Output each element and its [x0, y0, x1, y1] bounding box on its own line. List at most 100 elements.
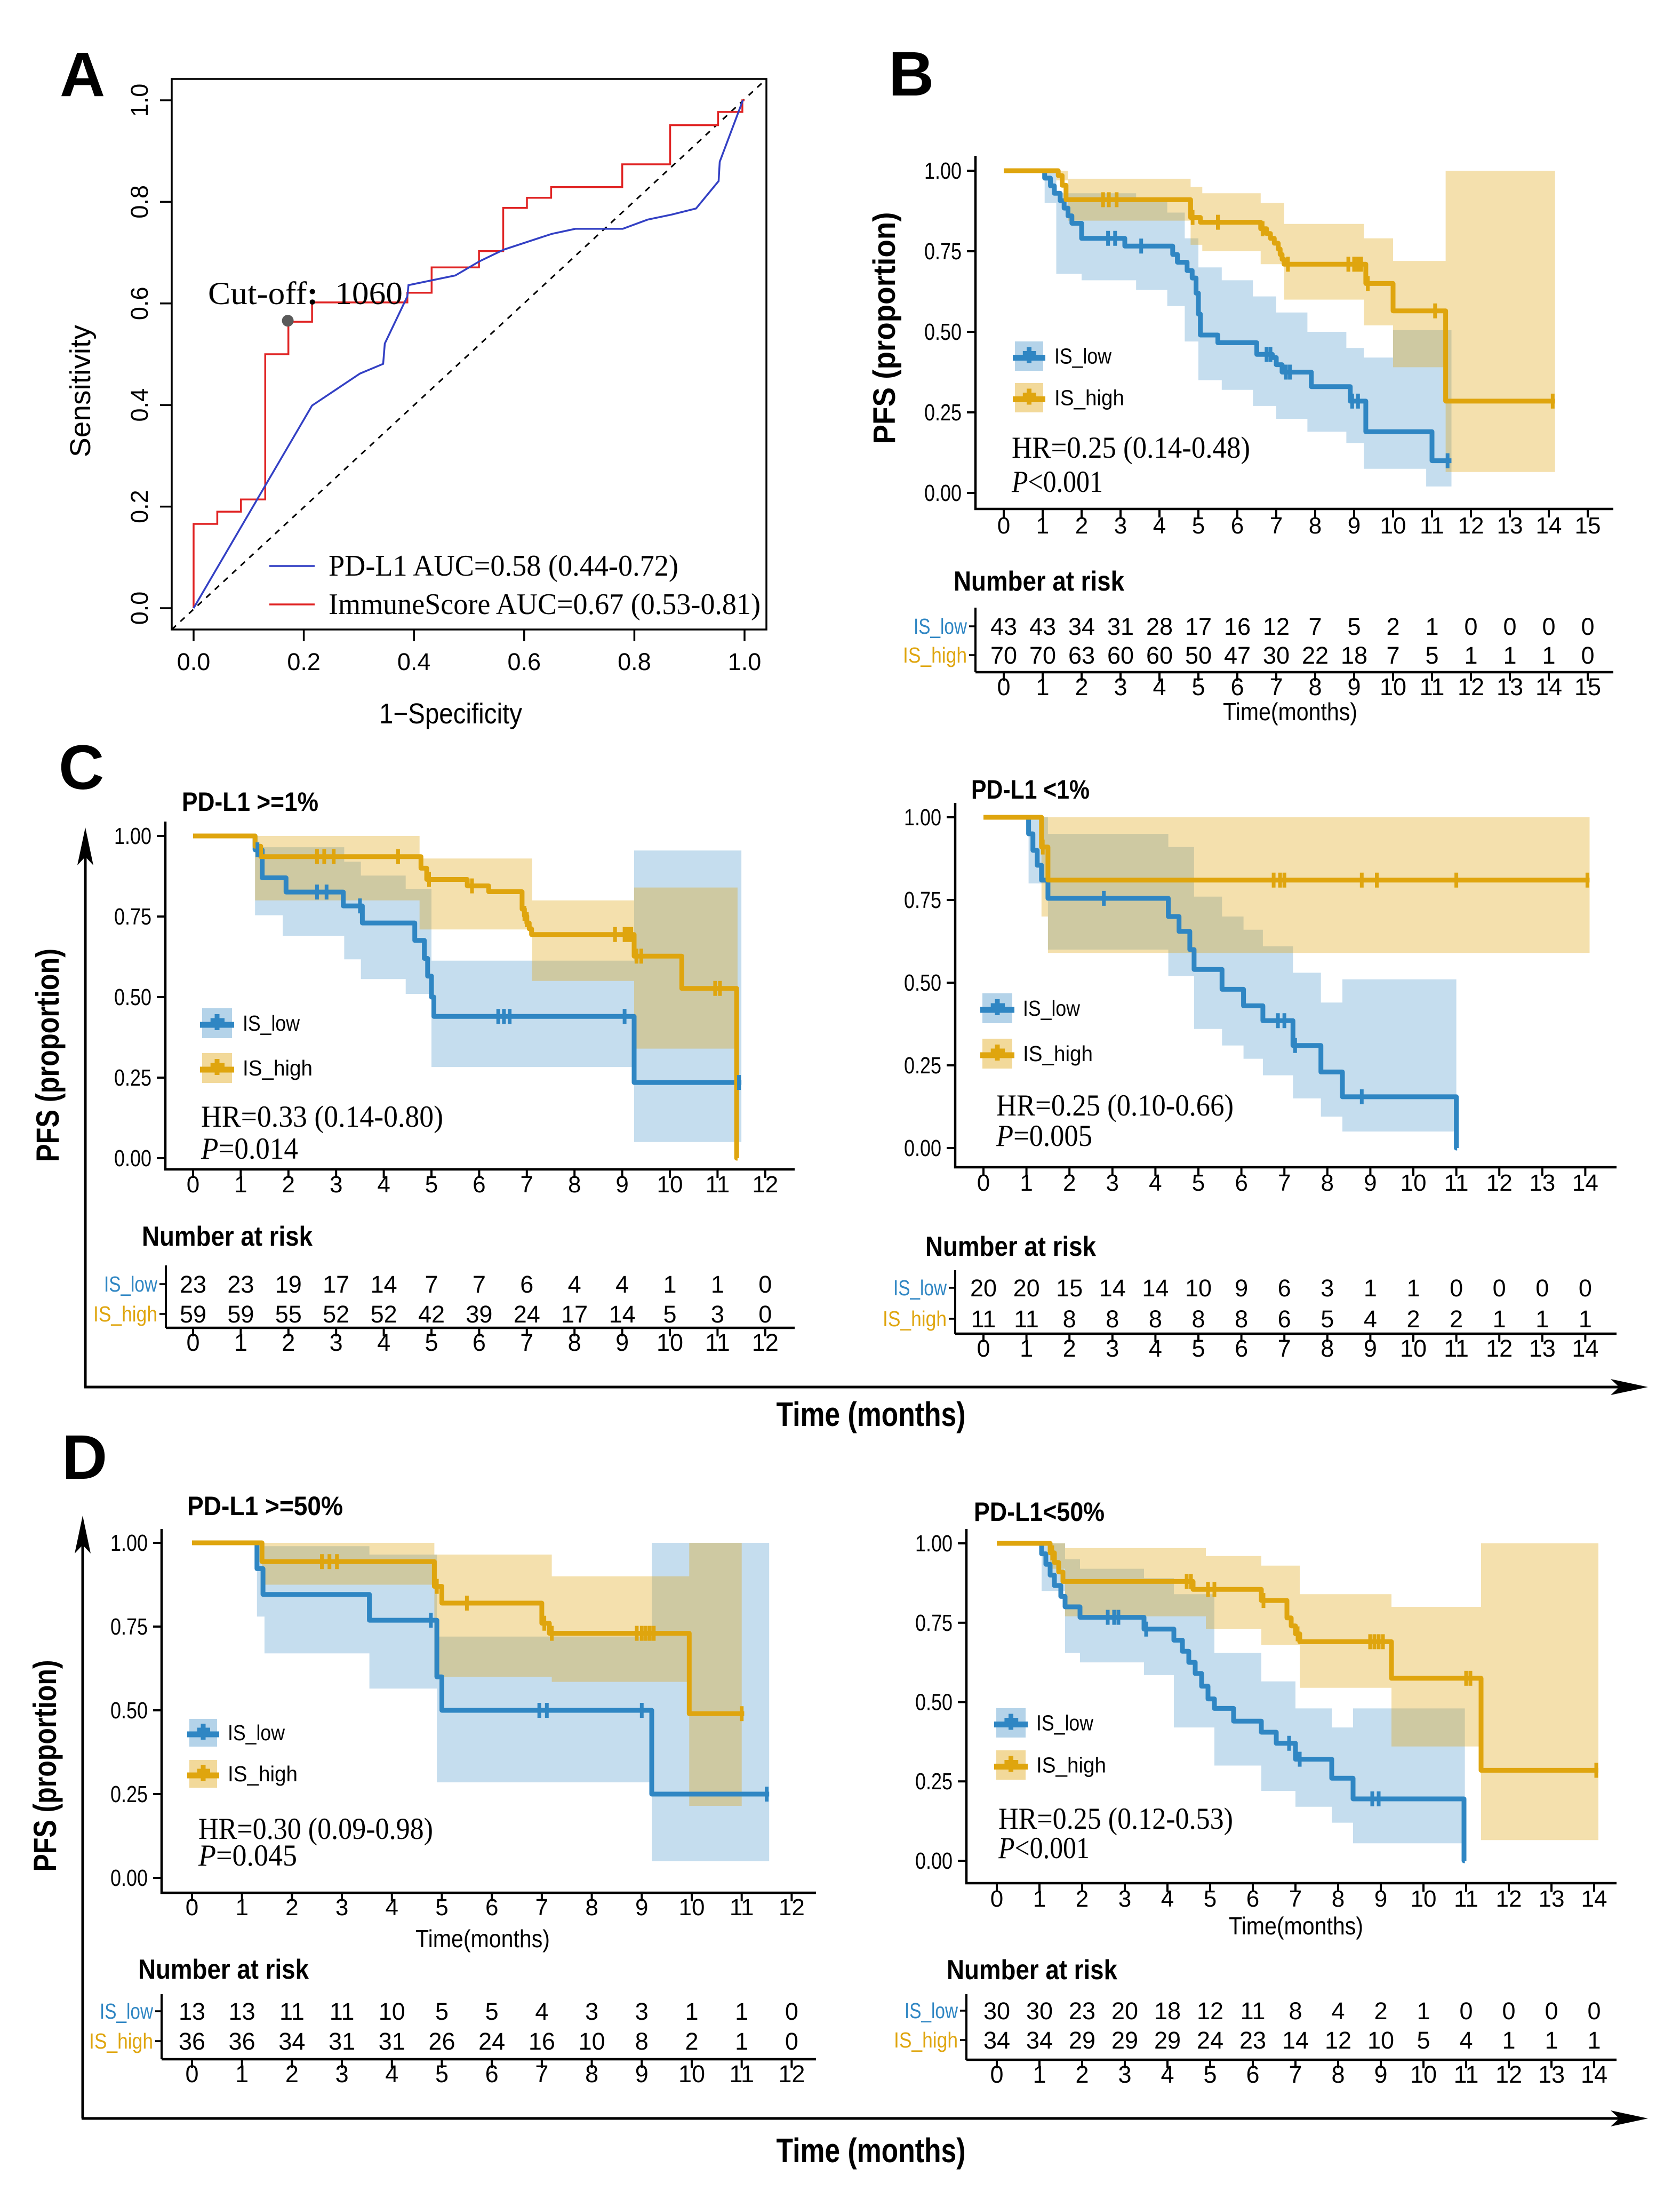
svg-text:11: 11 [1444, 1335, 1469, 1362]
svg-text:1: 1 [1493, 1305, 1506, 1333]
svg-text:8: 8 [1106, 1305, 1119, 1333]
svg-text:15: 15 [1056, 1274, 1083, 1302]
svg-text:9: 9 [1235, 1274, 1248, 1302]
svg-text:7: 7 [1289, 1886, 1302, 1912]
svg-text:2: 2 [282, 1329, 295, 1356]
svg-text:19: 19 [275, 1271, 302, 1298]
svg-text:70: 70 [1029, 642, 1056, 669]
svg-text:0.50: 0.50 [904, 970, 941, 996]
svg-text:1: 1 [1020, 1335, 1033, 1362]
svg-text:0.50: 0.50 [110, 1698, 148, 1724]
svg-text:12: 12 [1263, 613, 1290, 640]
svg-text:P<0.001: P<0.001 [998, 1831, 1090, 1865]
svg-text:11: 11 [1420, 673, 1445, 700]
svg-text:0: 0 [1450, 1274, 1463, 1302]
svg-text:2: 2 [282, 1172, 295, 1198]
svg-text:IS_low: IS_low [243, 1011, 300, 1035]
svg-text:5: 5 [425, 1329, 438, 1356]
svg-text:10: 10 [1380, 673, 1406, 700]
svg-text:29: 29 [1154, 2027, 1181, 2054]
svg-text:D: D [62, 1422, 107, 1493]
svg-text:1: 1 [1503, 642, 1516, 669]
svg-text:IS_low: IS_low [1023, 996, 1080, 1021]
svg-text:0.25: 0.25 [114, 1065, 151, 1091]
svg-text:1.00: 1.00 [904, 804, 941, 831]
svg-text:29: 29 [1111, 2027, 1138, 2054]
svg-text:0: 0 [185, 2060, 198, 2088]
svg-text:3: 3 [711, 1301, 724, 1328]
svg-text:22: 22 [1302, 642, 1329, 669]
svg-text:6: 6 [1246, 1886, 1259, 1912]
svg-text:11: 11 [1241, 1997, 1266, 2025]
svg-text:13: 13 [1497, 673, 1523, 700]
svg-text:2: 2 [285, 1894, 298, 1921]
svg-text:1: 1 [1033, 2061, 1046, 2088]
svg-text:8: 8 [1191, 1305, 1205, 1333]
svg-text:24: 24 [1197, 2027, 1223, 2054]
svg-text:50: 50 [1185, 642, 1212, 669]
svg-text:0.75: 0.75 [114, 904, 151, 930]
svg-text:3: 3 [335, 2060, 349, 2088]
svg-text:3: 3 [1106, 1170, 1119, 1196]
svg-text:42: 42 [418, 1301, 445, 1328]
svg-text:14: 14 [1142, 1274, 1169, 1302]
svg-text:11: 11 [279, 1998, 305, 2025]
svg-text:14: 14 [1572, 1335, 1598, 1362]
svg-text:0: 0 [1587, 1997, 1601, 2025]
svg-text:5: 5 [1192, 1170, 1205, 1196]
svg-text:10: 10 [579, 2028, 605, 2055]
svg-text:0.75: 0.75 [904, 887, 941, 913]
svg-text:IS_low: IS_low [104, 1272, 157, 1296]
svg-text:HR=0.25 (0.10-0.66): HR=0.25 (0.10-0.66) [996, 1089, 1234, 1122]
svg-text:1.00: 1.00 [114, 823, 151, 849]
svg-text:3: 3 [1114, 513, 1127, 539]
svg-text:8: 8 [1331, 2061, 1345, 2088]
svg-text:Time(months): Time(months) [1229, 1912, 1363, 1940]
svg-text:5: 5 [1191, 673, 1205, 700]
svg-text:1: 1 [1587, 2027, 1601, 2054]
svg-text:4: 4 [1459, 2027, 1473, 2054]
svg-text:ImmuneScore AUC=0.67 (0.53-0.8: ImmuneScore AUC=0.67 (0.53-0.81) [329, 588, 761, 621]
svg-text:PD-L1<50%: PD-L1<50% [974, 1497, 1105, 1527]
svg-text:34: 34 [983, 2027, 1010, 2054]
svg-text:11: 11 [1014, 1305, 1039, 1333]
svg-text:0.75: 0.75 [110, 1614, 148, 1640]
svg-text:10: 10 [1401, 1170, 1427, 1196]
svg-text:1: 1 [1364, 1274, 1377, 1302]
svg-text:0.75: 0.75 [924, 238, 962, 265]
svg-text:15: 15 [1575, 513, 1601, 539]
svg-text:IS_high: IS_high [93, 1302, 157, 1326]
svg-text:0.50: 0.50 [915, 1690, 953, 1716]
svg-text:0: 0 [1503, 613, 1516, 640]
svg-text:0: 0 [758, 1301, 772, 1328]
svg-text:3: 3 [1321, 1274, 1334, 1302]
svg-text:IS_low: IS_low [228, 1720, 285, 1745]
svg-text:1: 1 [1502, 2027, 1515, 2054]
svg-text:6: 6 [485, 1894, 498, 1921]
svg-text:11: 11 [730, 1894, 754, 1921]
svg-text:59: 59 [227, 1301, 254, 1328]
svg-text:C: C [59, 732, 104, 803]
svg-text:12: 12 [752, 1172, 778, 1198]
svg-text:4: 4 [377, 1172, 390, 1198]
svg-text:0: 0 [758, 1271, 772, 1298]
svg-text:9: 9 [615, 1172, 628, 1198]
svg-text:HR=0.30 (0.09-0.98): HR=0.30 (0.09-0.98) [198, 1812, 433, 1846]
svg-text:34: 34 [1068, 613, 1095, 640]
svg-text:2: 2 [685, 2028, 698, 2055]
svg-text:1: 1 [1535, 1305, 1549, 1333]
svg-text:8: 8 [585, 2060, 598, 2088]
svg-text:3: 3 [1114, 673, 1127, 700]
svg-text:7: 7 [1278, 1170, 1291, 1196]
svg-text:6: 6 [520, 1271, 533, 1298]
svg-text:1: 1 [234, 1329, 247, 1356]
svg-text:0.0: 0.0 [126, 592, 153, 625]
svg-text:4: 4 [1161, 1886, 1174, 1912]
svg-text:7: 7 [1386, 642, 1399, 669]
svg-text:43: 43 [990, 613, 1017, 640]
svg-text:0.75: 0.75 [915, 1610, 953, 1636]
svg-text:9: 9 [1364, 1335, 1377, 1362]
svg-text:4: 4 [1153, 513, 1166, 539]
svg-text:2: 2 [1075, 673, 1088, 700]
svg-text:1.0: 1.0 [126, 84, 153, 117]
